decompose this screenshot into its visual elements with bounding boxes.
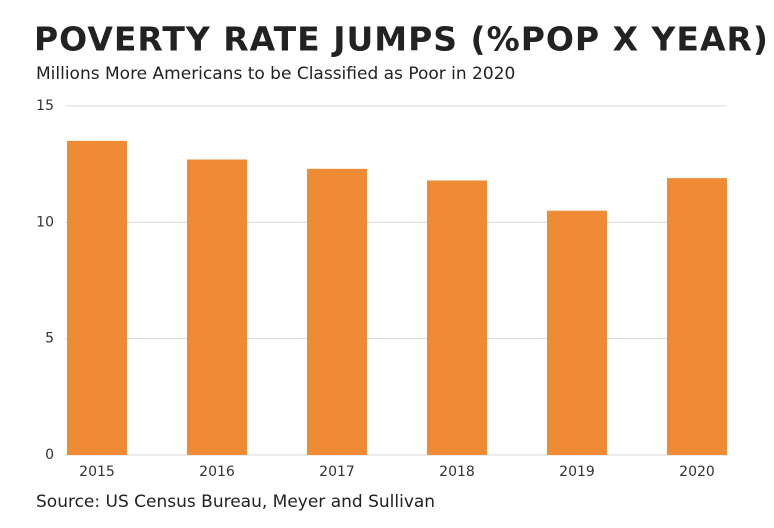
y-tick-label: 10 <box>36 214 54 230</box>
x-tick-label: 2016 <box>199 464 235 480</box>
y-tick-label: 15 <box>36 98 54 114</box>
bar <box>547 210 607 455</box>
bar <box>67 140 127 455</box>
x-tick-label: 2017 <box>319 464 355 480</box>
bar <box>427 180 487 455</box>
y-tick-label: 0 <box>45 447 54 463</box>
chart-source: Source: US Census Bureau, Meyer and Sull… <box>36 492 435 512</box>
x-tick-label: 2015 <box>79 464 115 480</box>
bar <box>187 159 247 455</box>
bar <box>307 168 367 455</box>
chart-title: POVERTY RATE JUMPS (%POP X YEAR) <box>34 20 769 59</box>
x-tick-label: 2019 <box>559 464 595 480</box>
bar <box>667 178 727 456</box>
x-tick-label: 2020 <box>679 464 715 480</box>
y-tick-label: 5 <box>45 331 54 347</box>
chart-subtitle: Millions More Americans to be Classified… <box>36 64 515 84</box>
x-tick-label: 2018 <box>439 464 475 480</box>
